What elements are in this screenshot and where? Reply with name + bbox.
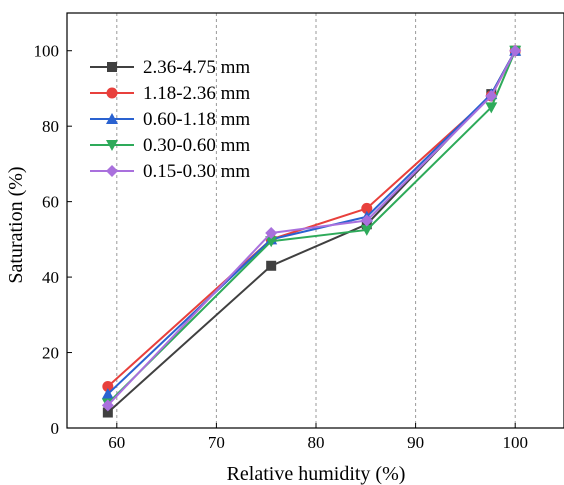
y-tick-label: 0 <box>51 419 60 438</box>
legend-marker-0 <box>107 62 117 72</box>
legend-marker-1 <box>106 87 118 99</box>
legend-label-2: 0.60-1.18 mm <box>143 109 250 130</box>
series-line-0 <box>107 50 517 414</box>
data-point-1-2 <box>361 202 373 214</box>
x-tick-label: 70 <box>208 433 225 452</box>
x-tick-label: 90 <box>407 433 424 452</box>
x-tick-label: 100 <box>502 433 528 452</box>
data-point-2-0 <box>101 388 114 400</box>
y-tick-label: 40 <box>42 268 59 287</box>
x-tick-label: 60 <box>108 433 125 452</box>
data-point-4-3 <box>485 90 498 102</box>
legend-label-0: 2.36-4.75 mm <box>143 57 250 78</box>
y-tick-label: 100 <box>34 42 60 61</box>
y-tick-label: 60 <box>42 193 59 212</box>
legend-marker-3 <box>106 140 118 151</box>
data-point-3-2 <box>360 224 373 236</box>
data-point-3-1 <box>265 236 278 248</box>
data-point-0-1 <box>266 260 277 271</box>
legend-marker-4 <box>106 165 118 177</box>
legend-label-3: 0.30-0.60 mm <box>143 135 250 156</box>
x-tick-label: 80 <box>308 433 325 452</box>
y-axis-title: Saturation (%) <box>5 166 27 283</box>
data-point-3-3 <box>485 102 498 114</box>
legend-marker-2 <box>106 113 118 124</box>
axes: 60 70 80 90 100 0 20 40 60 80 100 <box>34 12 564 452</box>
data-point-4-4 <box>509 44 522 57</box>
data-point-4-0 <box>101 399 114 412</box>
data-point-1-0 <box>102 381 114 392</box>
y-tick-label: 20 <box>42 344 59 363</box>
legend-label-1: 1.18-2.36 mm <box>143 83 250 104</box>
x-axis-title: Relative humidity (%) <box>227 463 406 485</box>
y-tick-label: 80 <box>42 117 59 136</box>
series-group <box>101 44 522 418</box>
data-point-4-2 <box>360 214 373 227</box>
legend-label-4: 0.15-0.30 mm <box>143 161 250 182</box>
data-point-4-1 <box>265 226 278 239</box>
data-point-0-0 <box>102 407 113 418</box>
legend: 2.36-4.75 mm 1.18-2.36 mm 0.60-1.18 mm 0.30… <box>90 57 250 182</box>
